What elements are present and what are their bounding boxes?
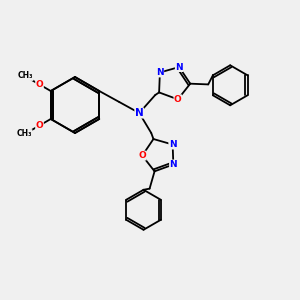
Text: O: O	[174, 95, 182, 104]
Text: N: N	[169, 160, 177, 169]
Text: N: N	[135, 108, 144, 118]
Text: CH₃: CH₃	[16, 130, 32, 139]
Text: O: O	[36, 121, 43, 130]
Text: N: N	[156, 68, 164, 77]
Text: N: N	[175, 63, 183, 72]
Text: N: N	[169, 140, 176, 149]
Text: CH₃: CH₃	[17, 71, 33, 80]
Text: O: O	[36, 80, 43, 89]
Text: O: O	[138, 151, 146, 160]
